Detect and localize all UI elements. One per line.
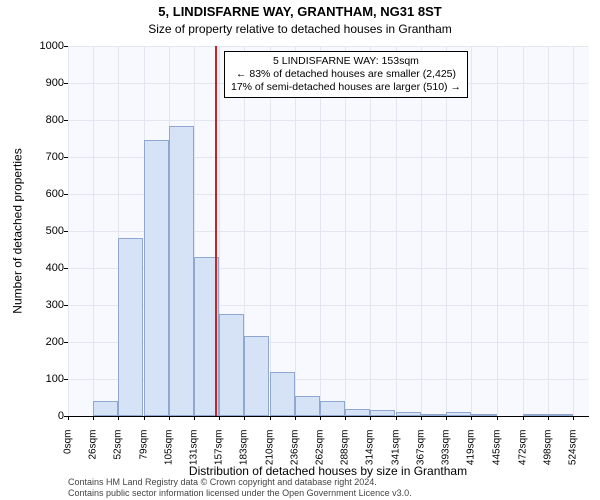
x-tick-mark <box>421 416 422 420</box>
chart-title: 5, LINDISFARNE WAY, GRANTHAM, NG31 8ST <box>0 4 600 19</box>
histogram-bar <box>118 238 143 416</box>
x-tick-mark <box>497 416 498 420</box>
marker-line <box>215 46 217 416</box>
y-tick-label: 400 <box>24 262 64 274</box>
x-tick-mark <box>370 416 371 420</box>
x-tick-mark <box>446 416 447 420</box>
x-tick-mark <box>345 416 346 420</box>
x-tick-mark <box>194 416 195 420</box>
histogram-bar <box>548 414 573 416</box>
histogram-bar <box>169 126 194 416</box>
gridline-v <box>471 46 472 416</box>
y-tick-label: 0 <box>24 410 64 422</box>
annotation-line-3: 17% of semi-detached houses are larger (… <box>231 81 461 94</box>
gridline-h <box>68 120 588 121</box>
x-tick-mark <box>244 416 245 420</box>
annotation-line-1: 5 LINDISFARNE WAY: 153sqm <box>231 55 461 68</box>
gridline-h <box>68 46 588 47</box>
gridline-v <box>370 46 371 416</box>
gridline-v <box>548 46 549 416</box>
y-tick-label: 800 <box>24 114 64 126</box>
x-tick-mark <box>396 416 397 420</box>
x-tick-mark <box>523 416 524 420</box>
x-tick-mark <box>320 416 321 420</box>
gridline-v <box>295 46 296 416</box>
histogram-bar <box>270 372 295 416</box>
footer-line-1: Contains HM Land Registry data © Crown c… <box>68 477 588 487</box>
annotation-line-2: ← 83% of detached houses are smaller (2,… <box>231 68 461 81</box>
gridline-v <box>396 46 397 416</box>
gridline-v <box>93 46 94 416</box>
plot-area: 5 LINDISFARNE WAY: 153sqm ← 83% of detac… <box>68 46 588 416</box>
y-tick-label: 600 <box>24 188 64 200</box>
histogram-bar <box>345 409 370 416</box>
x-tick-mark <box>270 416 271 420</box>
y-tick-label: 500 <box>24 225 64 237</box>
gridline-v <box>320 46 321 416</box>
gridline-v <box>68 46 69 416</box>
x-tick-mark <box>93 416 94 420</box>
gridline-v <box>446 46 447 416</box>
gridline-v <box>345 46 346 416</box>
y-tick-label: 100 <box>24 373 64 385</box>
gridline-v <box>573 46 574 416</box>
histogram-bar <box>144 140 169 416</box>
histogram-bar <box>523 414 548 416</box>
y-tick-label: 900 <box>24 77 64 89</box>
gridline-v <box>421 46 422 416</box>
x-tick-mark <box>295 416 296 420</box>
histogram-bar <box>320 401 345 416</box>
x-axis-label: Distribution of detached houses by size … <box>68 464 588 478</box>
chart-footer: Contains HM Land Registry data © Crown c… <box>68 477 588 498</box>
histogram-bar <box>219 314 244 416</box>
x-tick-mark <box>471 416 472 420</box>
x-tick-mark <box>548 416 549 420</box>
x-tick-mark <box>219 416 220 420</box>
y-tick-label: 1000 <box>24 40 64 52</box>
histogram-bar <box>396 412 421 416</box>
histogram-bar <box>93 401 118 416</box>
histogram-bar <box>471 414 496 416</box>
histogram-bar <box>244 336 269 416</box>
x-tick-mark <box>144 416 145 420</box>
x-tick-mark <box>118 416 119 420</box>
y-tick-label: 700 <box>24 151 64 163</box>
histogram-bar <box>370 410 395 416</box>
x-tick-mark <box>573 416 574 420</box>
gridline-v <box>270 46 271 416</box>
y-tick-label: 200 <box>24 336 64 348</box>
histogram-bar <box>295 396 320 416</box>
x-tick-mark <box>169 416 170 420</box>
y-tick-label: 300 <box>24 299 64 311</box>
gridline-v <box>523 46 524 416</box>
histogram-bar <box>446 412 471 416</box>
footer-line-2: Contains public sector information licen… <box>68 488 588 498</box>
histogram-bar <box>421 414 446 416</box>
chart-container: 5, LINDISFARNE WAY, GRANTHAM, NG31 8ST S… <box>0 0 600 500</box>
x-tick-mark <box>68 416 69 420</box>
chart-subtitle: Size of property relative to detached ho… <box>0 22 600 36</box>
annotation-box: 5 LINDISFARNE WAY: 153sqm ← 83% of detac… <box>224 51 468 98</box>
gridline-v <box>497 46 498 416</box>
